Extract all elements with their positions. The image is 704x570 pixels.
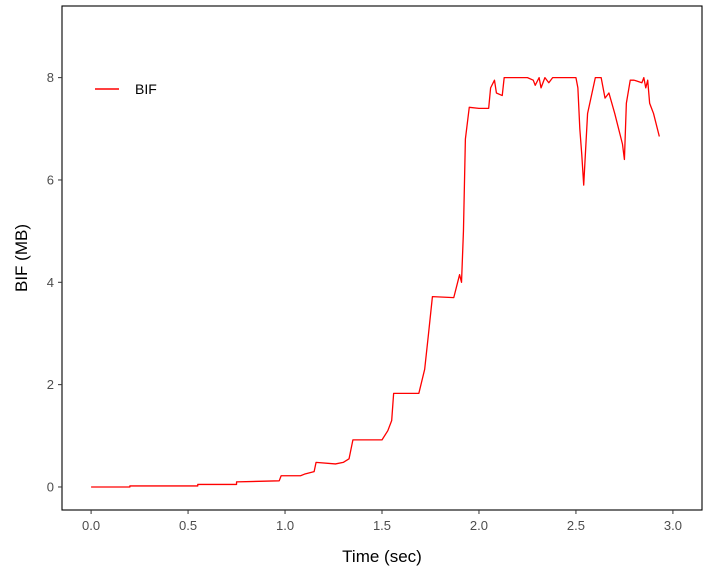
y-tick-label: 0 [47,479,54,494]
series-line-bif [91,76,660,488]
y-tick-label: 2 [47,377,54,392]
x-tick-label: 2.5 [567,518,585,533]
x-axis-ticks: 0.0 0.5 1.0 1.5 2.0 2.5 3.0 [82,510,682,533]
x-tick-label: 0.0 [82,518,100,533]
x-axis-title: Time (sec) [342,547,422,566]
legend: BIF [95,81,157,97]
y-tick-label: 8 [47,70,54,85]
y-axis-title: BIF (MB) [12,224,31,292]
y-tick-label: 6 [47,172,54,187]
x-tick-label: 1.0 [276,518,294,533]
y-axis-ticks: 0 2 4 6 8 [47,70,62,494]
x-tick-label: 0.5 [179,518,197,533]
x-tick-label: 3.0 [664,518,682,533]
x-tick-label: 1.5 [373,518,391,533]
legend-label-bif: BIF [135,81,157,97]
plot-panel [61,5,703,511]
x-tick-label: 2.0 [470,518,488,533]
y-tick-label: 4 [47,275,54,290]
